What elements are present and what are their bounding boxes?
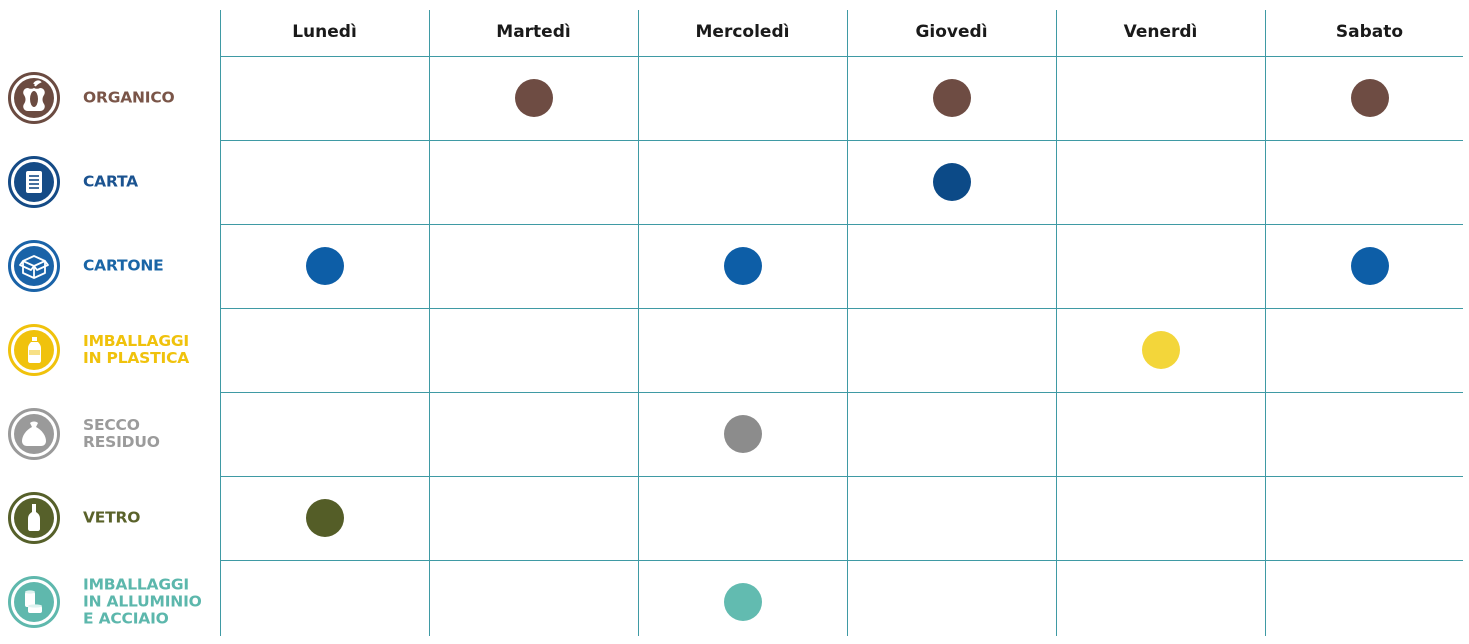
apple-core-icon (8, 72, 60, 124)
category-name: IMBALLAGGI IN PLASTICA (83, 332, 190, 367)
newspaper-icon (8, 156, 60, 208)
category-label: VETRO (8, 476, 223, 560)
column-divider (1056, 10, 1057, 636)
collection-day-dot (1141, 331, 1180, 369)
collection-day-dot (1350, 79, 1389, 117)
day-header: Venerdì (1123, 22, 1198, 42)
category-label: ORGANICO (8, 56, 223, 140)
column-divider (429, 10, 430, 636)
day-header: Giovedì (915, 22, 988, 42)
collection-day-dot (305, 247, 344, 285)
trash-bag-icon (8, 408, 60, 460)
row-divider (220, 476, 1463, 477)
category-name: ORGANICO (83, 88, 175, 107)
collection-day-dot (1350, 247, 1389, 285)
cardboard-box-icon (8, 240, 60, 292)
collection-day-dot (932, 79, 971, 117)
column-divider (638, 10, 639, 636)
category-name: CARTA (83, 172, 138, 191)
plastic-bottle-icon (8, 324, 60, 376)
column-divider (847, 10, 848, 636)
column-divider (1265, 10, 1266, 636)
category-label: CARTA (8, 140, 223, 224)
category-name: IMBALLAGGI IN ALLUMINIO E ACCIAIO (83, 575, 202, 628)
collection-day-dot (932, 163, 971, 201)
day-header: Martedì (496, 22, 571, 42)
collection-day-dot (305, 499, 344, 537)
collection-day-dot (514, 79, 553, 117)
row-divider (220, 140, 1463, 141)
day-header: Mercoledì (695, 22, 790, 42)
row-divider (220, 224, 1463, 225)
row-divider (220, 308, 1463, 309)
category-name: SECCO RESIDUO (83, 416, 160, 451)
category-label: CARTONE (8, 224, 223, 308)
category-label: IMBALLAGGI IN PLASTICA (8, 308, 223, 392)
category-name: VETRO (83, 508, 141, 527)
category-label: SECCO RESIDUO (8, 392, 223, 476)
collection-day-dot (723, 415, 762, 453)
category-name: CARTONE (83, 256, 164, 275)
column-divider (220, 10, 221, 636)
row-divider (220, 56, 1463, 57)
day-header: Sabato (1335, 22, 1404, 42)
collection-day-dot (723, 583, 762, 621)
row-divider (220, 392, 1463, 393)
category-label: IMBALLAGGI IN ALLUMINIO E ACCIAIO (8, 560, 223, 644)
row-divider (220, 560, 1463, 561)
glass-bottle-icon (8, 492, 60, 544)
day-header: Lunedì (292, 22, 357, 42)
collection-day-dot (723, 247, 762, 285)
cans-icon (8, 576, 60, 628)
